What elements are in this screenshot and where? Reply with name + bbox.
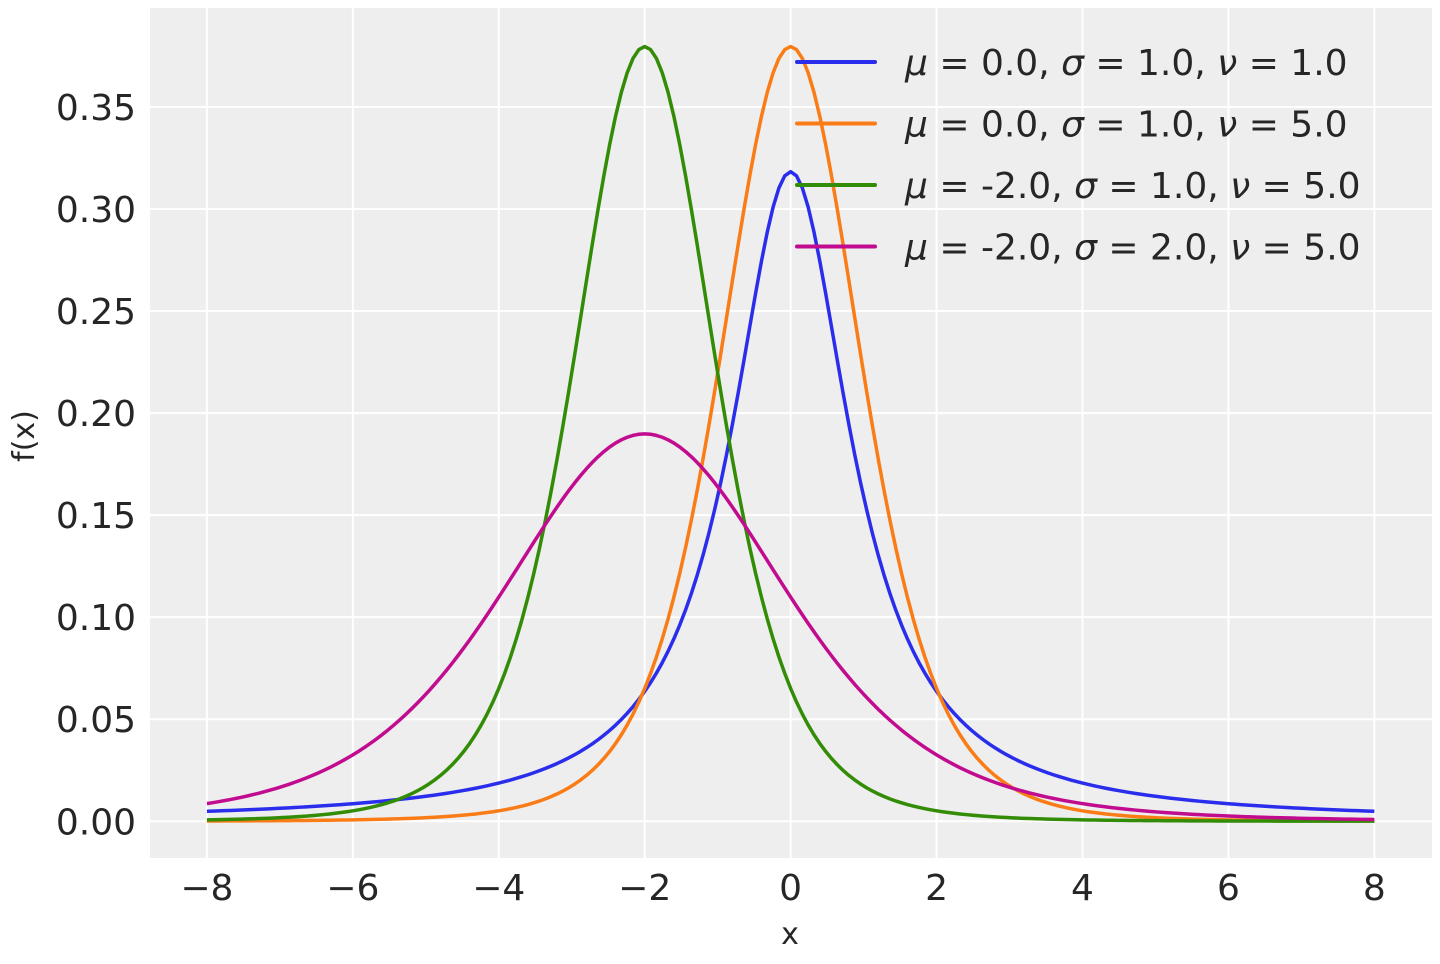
x-axis-label: x: [781, 917, 799, 952]
x-ticks: −8 −6 −4 −2 0 2 4 6 8: [180, 868, 1385, 909]
x-tick-label: −2: [618, 868, 671, 909]
x-tick-label: 2: [925, 868, 948, 909]
series-line: [206, 44, 1375, 823]
legend-label: μ = 0.0, σ = 1.0, ν = 5.0: [904, 105, 1348, 146]
legend-label: μ = -2.0, σ = 2.0, ν = 5.0: [904, 228, 1361, 269]
y-ticks: 0.00 0.05 0.10 0.15 0.20 0.25 0.30 0.35: [56, 88, 136, 843]
x-tick-label: −4: [472, 868, 525, 909]
y-tick-label: 0.00: [56, 802, 136, 843]
x-tick-label: −8: [180, 868, 233, 909]
legend-label: μ = 0.0, σ = 1.0, ν = 1.0: [904, 43, 1348, 84]
y-tick-label: 0.20: [56, 394, 136, 435]
legend: μ = 0.0, σ = 1.0, ν = 1.0 μ = 0.0, σ = 1.…: [795, 43, 1361, 269]
x-tick-label: −6: [326, 868, 379, 909]
series-line: [206, 432, 1375, 822]
y-tick-label: 0.10: [56, 598, 136, 639]
series-line: [206, 44, 1375, 823]
x-tick-label: 4: [1071, 868, 1094, 909]
y-tick-label: 0.35: [56, 88, 136, 129]
y-axis-label: f(x): [7, 410, 42, 462]
x-tick-label: 0: [779, 868, 802, 909]
y-tick-label: 0.15: [56, 496, 136, 537]
x-tick-label: 6: [1217, 868, 1240, 909]
y-tick-label: 0.25: [56, 292, 136, 333]
series-lines: [206, 44, 1375, 823]
y-tick-label: 0.05: [56, 700, 136, 741]
x-tick-label: 8: [1363, 868, 1386, 909]
y-tick-label: 0.30: [56, 190, 136, 231]
legend-label: μ = -2.0, σ = 1.0, ν = 5.0: [904, 166, 1361, 207]
